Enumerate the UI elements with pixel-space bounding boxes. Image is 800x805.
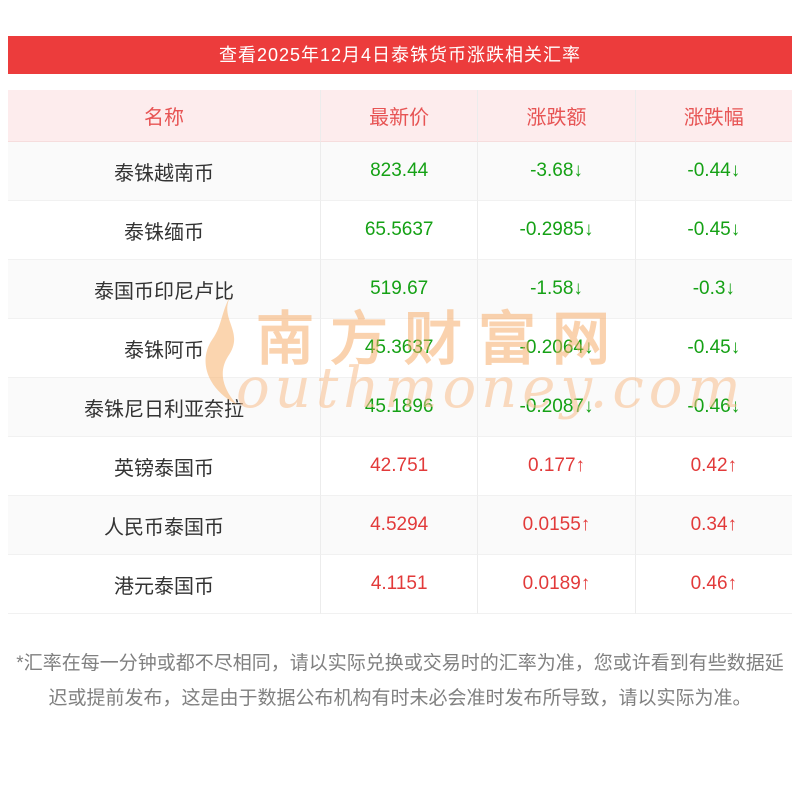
latest-price: 42.751	[320, 437, 478, 496]
table-header-row: 名称 最新价 涨跌额 涨跌幅	[8, 90, 792, 142]
latest-price: 45.1896	[320, 378, 478, 437]
change-amount: -1.58↓	[477, 260, 635, 319]
latest-price: 65.5637	[320, 201, 478, 260]
header-price: 最新价	[320, 90, 478, 142]
change-amount: -0.2064↓	[477, 319, 635, 378]
change-amount: 0.177↑	[477, 437, 635, 496]
latest-price: 823.44	[320, 142, 478, 201]
exchange-rate-table: 名称 最新价 涨跌额 涨跌幅 泰铢越南币 823.44 -3.68↓ -0.44↓ 泰铢…	[8, 90, 792, 614]
table-row: 泰铢越南币 823.44 -3.68↓ -0.44↓	[8, 142, 792, 201]
header-name: 名称	[8, 90, 320, 142]
change-amount: 0.0189↑	[477, 555, 635, 614]
change-amount: 0.0155↑	[477, 496, 635, 555]
change-percent: 0.34↑	[634, 496, 792, 555]
currency-pair-name: 人民币泰国币	[8, 496, 320, 555]
table-row: 英镑泰国币 42.751 0.177↑ 0.42↑	[8, 437, 792, 496]
change-amount: -0.2087↓	[477, 378, 635, 437]
table-row: 港元泰国币 4.1151 0.0189↑ 0.46↑	[8, 555, 792, 614]
change-percent: -0.44↓	[634, 142, 792, 201]
currency-pair-name: 泰铢阿币	[8, 319, 320, 378]
latest-price: 4.5294	[320, 496, 478, 555]
change-percent: -0.46↓	[634, 378, 792, 437]
change-amount: -3.68↓	[477, 142, 635, 201]
latest-price: 4.1151	[320, 555, 478, 614]
change-percent: 0.46↑	[634, 555, 792, 614]
table-row: 泰铢尼日利亚奈拉 45.1896 -0.2087↓ -0.46↓	[8, 378, 792, 437]
currency-pair-name: 泰铢尼日利亚奈拉	[8, 378, 320, 437]
change-percent: -0.3↓	[634, 260, 792, 319]
page-title: 查看2025年12月4日泰铢货币涨跌相关汇率	[8, 36, 792, 74]
rate-table-body: 泰铢越南币 823.44 -3.68↓ -0.44↓ 泰铢缅币 65.5637 -0.298…	[8, 142, 792, 614]
change-percent: -0.45↓	[634, 201, 792, 260]
header-pct: 涨跌幅	[634, 90, 792, 142]
table-row: 人民币泰国币 4.5294 0.0155↑ 0.34↑	[8, 496, 792, 555]
change-amount: -0.2985↓	[477, 201, 635, 260]
table-row: 泰铢阿币 45.3637 -0.2064↓ -0.45↓	[8, 319, 792, 378]
change-percent: 0.42↑	[634, 437, 792, 496]
table-row: 泰国币印尼卢比 519.67 -1.58↓ -0.3↓	[8, 260, 792, 319]
currency-pair-name: 泰国币印尼卢比	[8, 260, 320, 319]
currency-pair-name: 泰铢越南币	[8, 142, 320, 201]
currency-pair-name: 泰铢缅币	[8, 201, 320, 260]
disclaimer-note: *汇率在每一分钟或都不尽相同，请以实际兑换或交易时的汇率为准，您或许看到有些数据…	[16, 653, 784, 710]
currency-pair-name: 英镑泰国币	[8, 437, 320, 496]
latest-price: 45.3637	[320, 319, 478, 378]
change-percent: -0.45↓	[634, 319, 792, 378]
page: 查看2025年12月4日泰铢货币涨跌相关汇率 名称 最新价 涨跌额 涨跌幅 泰铢…	[0, 36, 800, 805]
table-row: 泰铢缅币 65.5637 -0.2985↓ -0.45↓	[8, 201, 792, 260]
latest-price: 519.67	[320, 260, 478, 319]
header-change: 涨跌额	[477, 90, 635, 142]
currency-pair-name: 港元泰国币	[8, 555, 320, 614]
